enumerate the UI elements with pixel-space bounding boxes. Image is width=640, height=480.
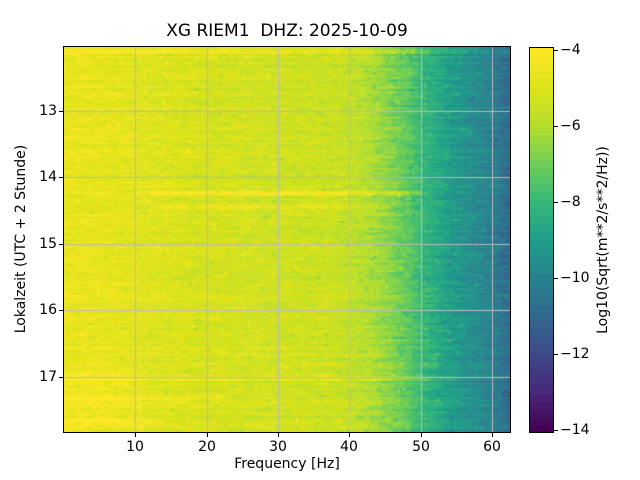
y-tick-label: 14 <box>39 169 57 185</box>
x-tick-mark <box>492 433 493 437</box>
y-tick-mark <box>59 377 63 378</box>
colorbar-tick-mark <box>554 50 558 51</box>
y-tick-label: 17 <box>39 369 57 385</box>
colorbar-tick-label: −10 <box>560 270 590 286</box>
x-tick-label: 60 <box>483 439 501 455</box>
x-tick-label: 10 <box>126 439 144 455</box>
colorbar <box>529 47 554 433</box>
y-tick-mark <box>59 310 63 311</box>
colorbar-tick-label: −12 <box>560 346 590 362</box>
colorbar-tick-label: −8 <box>560 194 581 210</box>
colorbar-tick-label: −4 <box>560 42 581 58</box>
x-tick-label: 30 <box>269 439 287 455</box>
colorbar-tick-label: −14 <box>560 422 590 438</box>
colorbar-canvas <box>530 48 553 432</box>
colorbar-label: Log10(Sqrt(m**2/s**2/Hz)) <box>595 146 611 334</box>
colorbar-tick-mark <box>554 202 558 203</box>
x-tick-label: 50 <box>412 439 430 455</box>
x-tick-label: 20 <box>198 439 216 455</box>
y-tick-label: 13 <box>39 103 57 119</box>
x-tick-mark <box>207 433 208 437</box>
spectrogram-canvas <box>64 47 510 432</box>
colorbar-tick-mark <box>554 430 558 431</box>
plot-area <box>63 46 511 433</box>
colorbar-tick-label: −6 <box>560 118 581 134</box>
colorbar-tick-mark <box>554 278 558 279</box>
colorbar-tick-mark <box>554 126 558 127</box>
x-tick-label: 40 <box>340 439 358 455</box>
x-tick-mark <box>278 433 279 437</box>
x-axis-label: Frequency [Hz] <box>234 456 340 472</box>
colorbar-tick-mark <box>554 354 558 355</box>
plot-title: XG RIEM1 DHZ: 2025-10-09 <box>166 21 408 41</box>
x-tick-mark <box>349 433 350 437</box>
y-tick-mark <box>59 244 63 245</box>
x-tick-mark <box>135 433 136 437</box>
y-tick-mark <box>59 177 63 178</box>
y-tick-mark <box>59 111 63 112</box>
y-tick-label: 15 <box>39 236 57 252</box>
y-tick-label: 16 <box>39 302 57 318</box>
x-tick-mark <box>421 433 422 437</box>
